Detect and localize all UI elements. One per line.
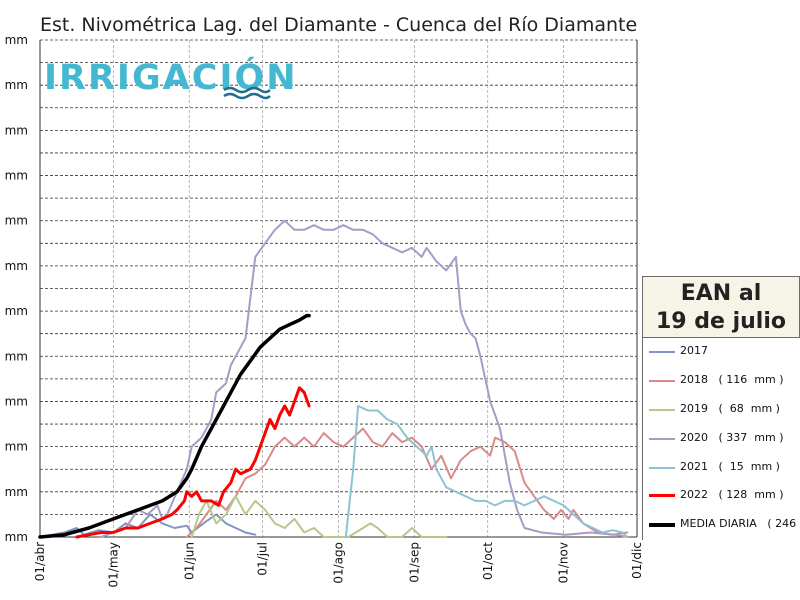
y-tick-label: 0 mm bbox=[0, 530, 28, 544]
legend-label: 2022 ( 128 mm ) bbox=[680, 488, 784, 501]
x-tick-label: 01/ago bbox=[332, 542, 346, 584]
y-tick-label: 0 mm bbox=[0, 394, 28, 408]
legend-label: 2019 ( 68 mm ) bbox=[680, 402, 780, 415]
y-tick-label: 0 mm bbox=[0, 259, 28, 273]
series-line-media-diaria bbox=[38, 313, 311, 539]
y-tick-label: 0 mm bbox=[0, 169, 28, 183]
series-line-2021 bbox=[344, 405, 629, 538]
ean-header-line1: EAN al bbox=[680, 281, 762, 306]
series-line-2017 bbox=[39, 513, 257, 538]
x-tick-label: 01/dic bbox=[630, 542, 644, 579]
y-tick-label: 0 mm bbox=[0, 78, 28, 92]
y-tick-label: 0 mm bbox=[0, 304, 28, 318]
ean-legend-header: EAN al 19 de julio bbox=[642, 276, 800, 338]
legend-swatch bbox=[649, 523, 675, 527]
legend-label: 2021 ( 15 mm ) bbox=[680, 460, 780, 473]
legend-label: 2020 ( 337 mm ) bbox=[680, 431, 784, 444]
x-tick-label: 01/jun bbox=[182, 542, 196, 580]
y-tick-label: 0 mm bbox=[0, 123, 28, 137]
y-tick-label: 0 mm bbox=[0, 33, 28, 47]
logo-wave-icon bbox=[223, 86, 271, 100]
y-tick-label: 0 mm bbox=[0, 440, 28, 454]
chart-title: Est. Nivométrica Lag. del Diamante - Cue… bbox=[40, 14, 638, 36]
legend-swatch bbox=[649, 467, 675, 469]
legend-swatch bbox=[649, 380, 675, 382]
legend-label: 2018 ( 116 mm ) bbox=[680, 373, 784, 386]
legend-swatch bbox=[649, 494, 675, 497]
x-tick-label: 01/sep bbox=[407, 542, 421, 583]
legend: 2017 2018 ( 116 mm ) 2019 ( 68 mm ) 2020 ( … bbox=[642, 338, 800, 540]
series-line-2022 bbox=[75, 386, 311, 539]
irrigacion-logo: IRRIGACIÓN bbox=[44, 58, 298, 98]
x-tick-label: 01/may bbox=[106, 542, 120, 587]
legend-swatch bbox=[649, 409, 675, 411]
series-line-2020 bbox=[100, 219, 629, 538]
ean-header-line2: 19 de julio bbox=[655, 309, 786, 334]
x-tick-label: 01/abr bbox=[33, 542, 47, 581]
series-line-2019 bbox=[190, 495, 448, 538]
x-tick-label: 01/nov bbox=[557, 542, 571, 583]
legend-swatch bbox=[649, 351, 675, 353]
legend-label: 2017 bbox=[680, 344, 708, 357]
legend-swatch bbox=[649, 438, 675, 440]
series-line-2018 bbox=[185, 427, 629, 538]
legend-label: MEDIA DIARIA ( 246 bbox=[680, 517, 797, 530]
x-tick-label: 01/oct bbox=[481, 542, 495, 580]
y-tick-label: 0 mm bbox=[0, 349, 28, 363]
y-tick-label: 0 mm bbox=[0, 485, 28, 499]
x-tick-label: 01/jul bbox=[256, 542, 270, 576]
y-tick-label: 0 mm bbox=[0, 214, 28, 228]
